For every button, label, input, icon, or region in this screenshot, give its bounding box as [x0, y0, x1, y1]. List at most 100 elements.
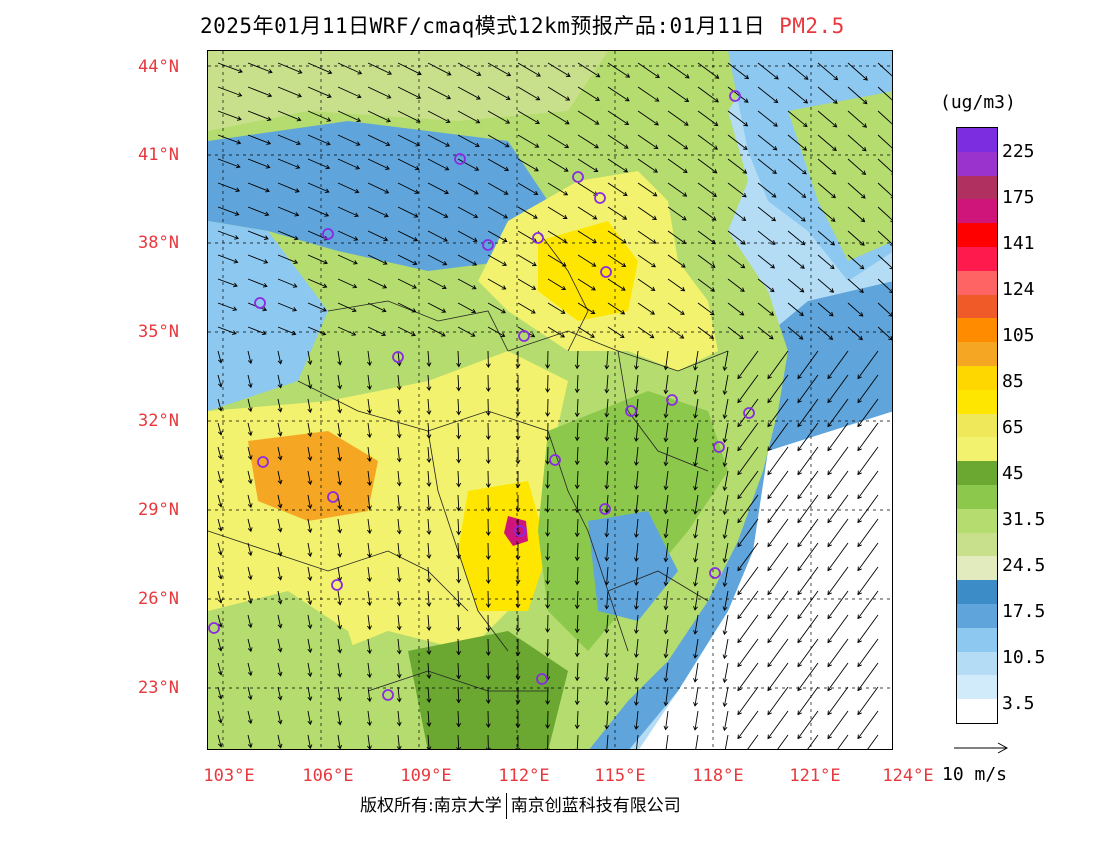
wind-arrow	[697, 278, 716, 292]
wind-arrow	[604, 710, 610, 730]
wind-arrow	[367, 614, 372, 631]
wind-arrow	[767, 374, 789, 404]
wind-arrow	[485, 398, 491, 416]
wind-arrow	[663, 542, 669, 563]
wind-arrow	[857, 398, 879, 428]
wind-arrow	[247, 254, 269, 264]
wind-arrow	[337, 542, 343, 558]
colorbar-unit: (ug/m3)	[940, 92, 1016, 113]
colorbar-swatch	[957, 556, 997, 581]
wind-arrow	[574, 590, 580, 610]
wind-arrow	[827, 494, 849, 524]
wind-arrow	[857, 662, 879, 692]
wind-arrow	[427, 230, 448, 242]
wind-arrow	[604, 350, 610, 370]
wind-arrow	[607, 110, 630, 125]
wind-arrow	[757, 110, 778, 127]
wind-arrow	[487, 254, 507, 266]
wind-arrow	[277, 710, 283, 725]
wind-arrow	[633, 446, 639, 467]
wind-arrow	[337, 470, 343, 486]
wind-arrow	[456, 662, 462, 680]
wind-arrow	[727, 278, 745, 292]
wind-arrow	[857, 470, 879, 500]
wind-arrow	[517, 158, 539, 172]
wind-arrow	[667, 326, 685, 339]
wind-arrow	[767, 542, 789, 572]
wind-arrow	[307, 182, 330, 193]
wind-arrow	[697, 158, 718, 174]
city-marker	[666, 394, 678, 406]
wind-arrow	[487, 182, 509, 195]
southwest-green	[208, 591, 368, 749]
wind-arrow	[515, 590, 521, 609]
wind-arrow	[307, 470, 313, 486]
wind-arrow	[396, 446, 402, 463]
wind-arrow	[787, 86, 809, 104]
city-marker	[729, 90, 741, 102]
wind-arrow	[517, 62, 541, 77]
northeast-green	[788, 91, 892, 261]
wind-arrow	[787, 62, 809, 80]
wind-arrow	[757, 302, 775, 316]
wind-arrow	[663, 422, 669, 443]
wind-arrow	[217, 326, 237, 335]
wind-arrow	[217, 470, 223, 484]
north-plain-strong	[538, 221, 638, 321]
wind-arrow	[427, 206, 449, 218]
wind-arrow	[663, 518, 669, 539]
wind-arrow	[827, 446, 849, 476]
wind-arrow	[307, 590, 313, 606]
wind-arrow	[797, 614, 819, 644]
wind-arrow	[367, 494, 372, 511]
wind-arrow	[337, 134, 361, 146]
wind-arrow	[667, 182, 688, 197]
wind-arrow	[604, 374, 610, 394]
wind-arrow	[797, 398, 819, 428]
wind-arrow	[637, 230, 657, 244]
wind-arrow	[217, 590, 223, 604]
wind-arrow	[367, 206, 389, 218]
wind-arrow	[307, 734, 313, 749]
colorbar	[956, 127, 998, 724]
wind-arrow	[633, 614, 639, 635]
city-marker	[382, 689, 394, 701]
wind-arrow	[517, 86, 541, 101]
wind-arrow	[396, 398, 402, 415]
wind-arrow	[426, 686, 432, 704]
wind-arrow	[277, 662, 283, 677]
wind-arrow	[427, 134, 450, 147]
colorbar-label-24-5: 24.5	[1002, 555, 1046, 576]
wind-arrow	[837, 734, 849, 749]
wind-arrow	[485, 734, 491, 749]
wind-arrow	[457, 158, 480, 171]
wind-arrow	[545, 686, 551, 705]
wind-arrow	[574, 470, 580, 490]
colorbar-swatch	[957, 294, 997, 319]
wind-arrow	[857, 422, 879, 452]
wind-arrow	[307, 518, 313, 534]
wind-arrow	[667, 134, 689, 150]
wind-arrow	[545, 470, 551, 489]
wind-arrow	[722, 542, 729, 564]
wind-arrow	[767, 686, 789, 716]
wind-arrow	[337, 230, 359, 241]
wind-arrow	[797, 662, 819, 692]
wind-arrow	[337, 374, 343, 390]
wind-arrow	[547, 158, 569, 172]
wind-arrow	[827, 590, 849, 620]
wind-arrow	[633, 518, 639, 539]
colorbar-swatch	[957, 223, 997, 247]
wind-arrow	[637, 326, 655, 339]
wind-arrow	[485, 566, 491, 584]
wind-arrow	[457, 230, 478, 242]
wind-arrow	[847, 158, 867, 175]
wind-arrow	[547, 278, 567, 291]
open-sea	[639, 401, 892, 749]
wind-arrow	[247, 518, 253, 533]
wind-arrow	[857, 350, 879, 380]
wind-arrow	[767, 590, 789, 620]
wind-arrow	[693, 422, 699, 443]
wind-arrow	[307, 638, 313, 654]
city-marker	[709, 567, 721, 579]
